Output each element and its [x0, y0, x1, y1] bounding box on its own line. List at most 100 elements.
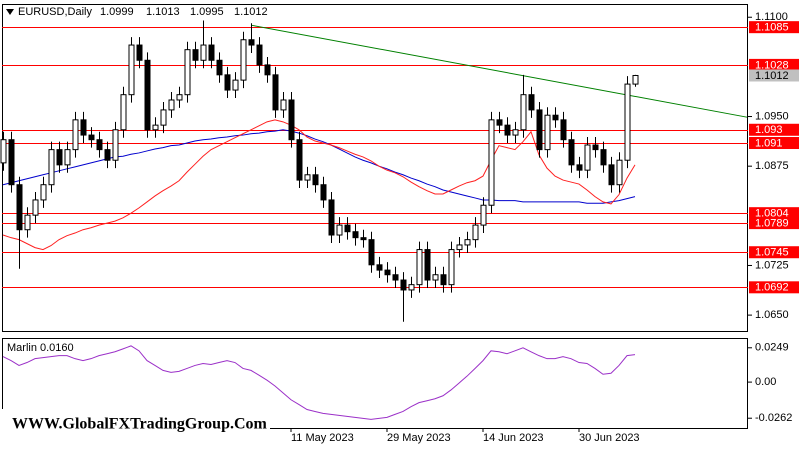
osc-y-tick-label: -0.0262: [755, 412, 792, 424]
oscillator-title: Marlin 0.0160: [7, 342, 74, 354]
candle-body: [152, 124, 159, 131]
candle-body: [176, 94, 183, 101]
candle-body: [88, 134, 95, 141]
candle-body: [144, 59, 151, 131]
candle-body: [224, 74, 231, 91]
level-label: 1.093: [755, 124, 783, 136]
header-open: 1.0999: [100, 6, 134, 18]
candle-body: [48, 149, 55, 186]
last-price-label: 1.1012: [755, 70, 789, 82]
level-label-box: [749, 207, 799, 220]
candle-body: [608, 164, 615, 186]
candle-body: [208, 44, 215, 61]
candle-body: [520, 94, 527, 131]
candle-body: [16, 184, 23, 231]
candle-body: [360, 237, 367, 241]
candle-body: [536, 109, 543, 151]
candle-body: [288, 99, 295, 141]
candle-body: [408, 284, 415, 291]
candle-body: [216, 59, 223, 76]
price-panel: [2, 4, 748, 332]
candle-body: [624, 83, 631, 161]
candle-body: [496, 119, 503, 126]
x-tick-label: 14 Jun 2023: [483, 432, 544, 444]
level-label-box: [749, 58, 799, 71]
candle-body: [328, 199, 335, 236]
last-price-box: [749, 69, 799, 82]
header-high: 1.1013: [146, 6, 180, 18]
symbol-icon: [6, 9, 14, 15]
candle-body: [544, 114, 551, 151]
candle-body: [256, 44, 263, 66]
candle-body: [304, 174, 311, 181]
candle-body: [248, 39, 255, 46]
candle-body: [184, 49, 191, 96]
candle-body: [168, 99, 175, 111]
candle-body: [336, 224, 343, 236]
level-label: 1.0789: [755, 218, 789, 230]
candle-body: [32, 199, 39, 216]
candle-body: [384, 269, 391, 276]
y-tick-label: 1.1100: [755, 11, 788, 23]
candle-body: [232, 79, 239, 91]
header-close: 1.1012: [234, 6, 268, 18]
watermark-box: [2, 409, 270, 441]
candle-body: [392, 274, 399, 281]
osc-y-tick-label: 0.0249: [755, 342, 789, 354]
candle-body: [456, 244, 463, 251]
candle-body: [472, 224, 479, 241]
header-low: 1.0995: [190, 6, 224, 18]
candle-body: [24, 214, 31, 231]
candle-body: [104, 149, 111, 161]
candle-body: [600, 149, 607, 166]
x-tick-label: 29 May 2023: [387, 432, 451, 444]
osc-y-tick-label: 0.00: [755, 376, 776, 388]
candle-body: [56, 149, 63, 166]
candle-body: [592, 144, 599, 151]
level-label-box: [749, 137, 799, 150]
candle-body: [312, 174, 319, 186]
candle-body: [80, 119, 87, 136]
candle-body: [448, 249, 455, 286]
candle-body: [416, 249, 423, 286]
candle-body: [424, 249, 431, 281]
candle-body: [192, 49, 199, 61]
candle-body: [616, 159, 623, 186]
oscillator-panel: [2, 338, 748, 429]
candle-body: [584, 144, 591, 171]
candle-body: [96, 139, 103, 151]
candle-body: [160, 109, 167, 126]
candle-body: [352, 231, 359, 239]
moving-average: [2, 119, 636, 251]
level-label-box: [749, 21, 799, 34]
candle-body: [632, 74, 639, 85]
level-label: 1.1028: [755, 59, 789, 71]
level-label: 1.091: [755, 137, 783, 149]
candle-body: [376, 264, 383, 271]
y-tick-label: 1.0950: [755, 110, 789, 122]
symbol-label: EURUSD,Daily: [18, 6, 92, 18]
candle-body: [320, 184, 327, 201]
candle-body: [272, 74, 279, 111]
candle-body: [512, 129, 519, 136]
watermark: WWW.GlobalFXTradingGroup.Com: [12, 416, 268, 433]
level-label: 1.1085: [755, 22, 789, 34]
y-tick-label: 1.0875: [755, 160, 789, 172]
candle-body: [264, 64, 271, 76]
candle-body: [120, 94, 127, 131]
candle-body: [8, 139, 15, 186]
candle-body: [552, 114, 559, 121]
y-tick-label: 1.0650: [755, 309, 789, 321]
candle-body: [368, 239, 375, 266]
candle-body: [464, 239, 471, 246]
candle-body: [136, 44, 143, 61]
candle-body: [440, 274, 447, 286]
candle-body: [400, 279, 407, 291]
candle-body: [344, 224, 351, 233]
level-label-box: [749, 246, 799, 259]
candle-body: [40, 184, 47, 201]
y-tick-label: 1.0725: [755, 259, 789, 271]
candle-body: [200, 44, 207, 61]
candle-body: [72, 119, 79, 151]
